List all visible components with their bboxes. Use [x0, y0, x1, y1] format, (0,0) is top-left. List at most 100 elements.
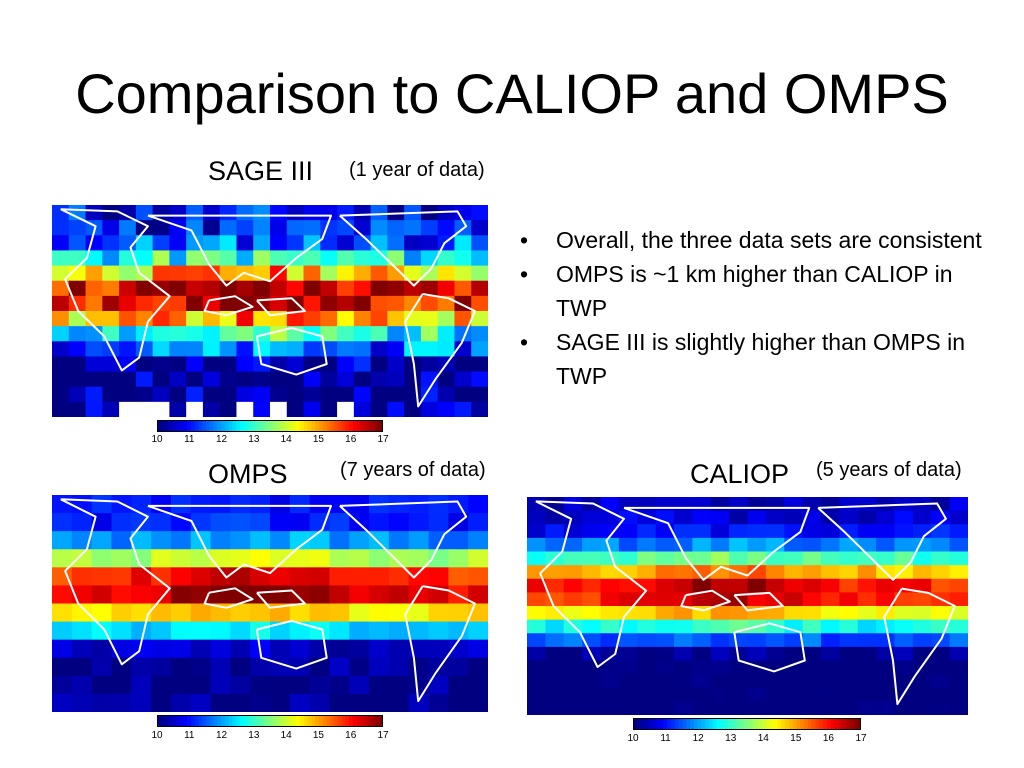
grid-cell — [637, 537, 657, 553]
grid-cell — [839, 660, 859, 675]
coastline-overlay — [60, 208, 476, 408]
grid-cell — [102, 311, 120, 327]
grid-cell — [152, 356, 170, 373]
grid-cell — [468, 567, 488, 587]
grid-cell — [236, 326, 254, 342]
grid-cell — [692, 524, 712, 539]
colorbar-segment — [849, 718, 854, 730]
grid-cell — [353, 326, 372, 342]
colorbar-segment — [360, 715, 365, 727]
grid-cell — [931, 497, 951, 512]
grid-cell — [618, 660, 638, 675]
grid-cell — [637, 551, 657, 566]
grid-cell — [186, 326, 204, 342]
grid-cell — [784, 524, 804, 539]
grid-cell — [289, 585, 311, 605]
grid-cell — [349, 603, 370, 623]
coastline — [680, 589, 731, 612]
grid-cell — [286, 311, 305, 327]
grid-cell — [135, 295, 154, 312]
grid-cell — [387, 311, 405, 327]
grid-cell — [102, 356, 120, 373]
grid-cell — [408, 603, 430, 623]
grid-cell — [388, 567, 410, 587]
grid-cell — [912, 687, 932, 702]
grid-cell — [437, 401, 456, 417]
grid-cell — [784, 633, 804, 648]
grid-cell — [618, 510, 638, 525]
colorbar-segment — [842, 718, 847, 730]
grid-cell — [618, 578, 638, 593]
grid-cell — [253, 220, 271, 236]
grid-cell — [170, 693, 192, 712]
grid-cell — [949, 510, 968, 525]
grid-cell — [85, 265, 103, 282]
colorbar-segment — [296, 420, 301, 432]
colorbar-segment — [838, 718, 843, 730]
colorbar-segment — [337, 715, 343, 727]
grid-cell — [655, 646, 675, 662]
grid-cell — [309, 621, 331, 641]
colorbar-tick-label: 10 — [151, 434, 163, 445]
grid-cell — [289, 603, 311, 623]
grid-cell — [821, 633, 840, 648]
grid-cell — [710, 674, 730, 689]
grid-cell — [582, 537, 602, 553]
grid-cell — [674, 701, 693, 715]
colorbar-segment — [678, 718, 683, 730]
grid-cell — [202, 356, 221, 373]
grid-cell — [337, 401, 355, 417]
grid-cell — [52, 250, 70, 267]
grid-cell — [437, 265, 456, 282]
colorbar-segment — [671, 718, 676, 730]
grid-cell — [186, 371, 204, 388]
colorbar-segment — [198, 420, 203, 432]
grid-cell — [821, 701, 840, 715]
grid-cell — [170, 549, 192, 568]
grid-cell — [600, 646, 620, 662]
colorbar-segment — [686, 718, 691, 730]
grid-cell — [765, 633, 785, 648]
colorbar-segment — [334, 715, 339, 727]
grid-cell — [52, 585, 73, 605]
grid-cell — [219, 235, 238, 252]
grid-cell — [408, 549, 430, 568]
colorbar-segment — [160, 420, 166, 432]
grid-cell — [408, 513, 430, 532]
grid-cell — [270, 495, 291, 514]
grid-cell — [91, 495, 113, 514]
grid-cell — [135, 356, 154, 373]
colorbar-segment — [266, 420, 271, 432]
grid-cell — [784, 687, 804, 702]
colorbar-segment — [857, 718, 861, 730]
grid-cell — [349, 513, 370, 532]
grid-cell — [387, 250, 405, 267]
grid-cell — [250, 693, 271, 712]
grid-cell — [582, 592, 602, 607]
grid-cell — [912, 578, 932, 593]
colorbar-segment — [800, 718, 805, 730]
grid-cell — [349, 657, 370, 677]
grid-cell — [729, 524, 749, 539]
grid-cell — [337, 311, 355, 327]
grid-cell — [710, 701, 730, 715]
grid-cell — [286, 341, 305, 358]
colorbar-segment — [213, 420, 218, 432]
omps-note: (7 years of data) — [340, 459, 486, 481]
colorbar-segment — [285, 420, 290, 432]
grid-cell — [545, 606, 565, 621]
colorbar-segment — [652, 718, 657, 730]
grid-cell — [230, 657, 251, 677]
colorbar-tick-label: 13 — [725, 733, 737, 744]
grid-cell — [765, 606, 785, 621]
grid-cell — [894, 524, 914, 539]
colorbar-segment — [254, 420, 260, 432]
grid-cell — [912, 606, 932, 621]
grid-cell — [337, 280, 355, 297]
grid-cell — [420, 341, 439, 358]
grid-cell — [437, 205, 456, 221]
colorbar-segment — [300, 715, 305, 727]
grid-cell — [387, 220, 405, 236]
colorbar-segment — [648, 718, 653, 730]
grid-cell — [52, 621, 73, 641]
